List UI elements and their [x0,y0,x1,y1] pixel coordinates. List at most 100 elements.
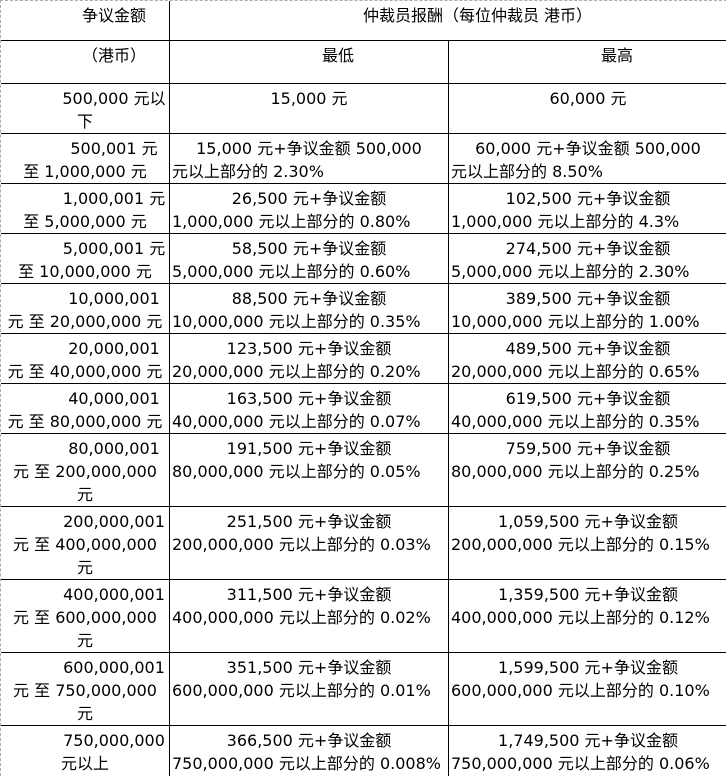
cell-line: 102,500 元+争议金额 [505,189,671,208]
cell-line: 1,000,001 元 [62,189,166,208]
cell-line: 500,000 元以 [62,89,166,108]
cell-line: 1,000,000 元以上部分的 4.3% [451,212,680,231]
table-row: 40,000,001 元 至 80,000,000 元 163,500 元+争议… [1,384,726,434]
cell-line: 1,749,500 元+争议金额 [498,731,678,750]
cell-line: 600,000,001 [63,658,165,677]
table-row: 20,000,001 元 至 40,000,000 元 123,500 元+争议… [1,334,726,384]
min-fee-cell: 15,000 元 [170,84,449,134]
dispute-amount-cell: 200,000,001 元 至 400,000,000 元 [1,507,170,580]
max-fee-cell: 102,500 元+争议金额 1,000,000 元以上部分的 4.3% [449,184,726,234]
cell-line: 251,500 元+争议金额 [226,512,392,531]
header-max-label: 最高 [600,46,633,65]
cell-line: 至 10,000,000 元 [18,262,152,281]
max-fee-cell: 1,749,500 元+争议金额 750,000,000 元以上部分的 0.06… [449,726,726,776]
dispute-amount-cell: 400,000,001 元 至 600,000,000 元 [1,580,170,653]
cell-line: 600,000,000 元以上部分的 0.10% [451,681,710,700]
min-fee-cell: 88,500 元+争议金额 10,000,000 元以上部分的 0.35% [170,284,449,334]
dispute-amount-cell: 750,000,000 元以上 [1,726,170,776]
min-fee-cell: 251,500 元+争议金额 200,000,000 元以上部分的 0.03% [170,507,449,580]
min-fee-cell: 58,500 元+争议金额 5,000,000 元以上部分的 0.60% [170,234,449,284]
min-fee-cell: 26,500 元+争议金额 1,000,000 元以上部分的 0.80% [170,184,449,234]
max-fee-cell: 1,359,500 元+争议金额 400,000,000 元以上部分的 0.12… [449,580,726,653]
cell-line: 366,500 元+争议金额 [226,731,392,750]
min-fee-cell: 191,500 元+争议金额 80,000,000 元以上部分的 0.05% [170,434,449,507]
cell-line: 1,599,500 元+争议金额 [498,658,678,677]
cell-line: 元 至 20,000,000 元 [7,312,163,331]
cell-line: 750,000,000 [63,731,165,750]
table-row: 500,001 元 至 1,000,000 元 15,000 元+争议金额 50… [1,134,726,184]
cell-line: 200,000,001 [63,512,165,531]
table-row: 5,000,001 元 至 10,000,000 元 58,500 元+争议金额… [1,234,726,284]
cell-line: 40,000,001 [68,389,160,408]
cell-line: 15,000 元+争议金额 500,000 [196,139,422,158]
cell-line: 389,500 元+争议金额 [505,289,671,308]
cell-line: 至 5,000,000 元 [23,212,147,231]
header-row-2: （港币） 最低 最高 [1,41,726,84]
max-fee-cell: 619,500 元+争议金额 40,000,000 元以上部分的 0.35% [449,384,726,434]
header-dispute-amount: 争议金额 [1,1,170,41]
cell-line: 下 [76,112,93,131]
cell-line: 88,500 元+争议金额 [231,289,387,308]
cell-line: 750,000,000 元以上部分的 0.06% [451,754,710,773]
table-row: 80,000,001 元 至 200,000,000 元 191,500 元+争… [1,434,726,507]
cell-line: 80,000,000 元以上部分的 0.25% [451,462,700,481]
header-max: 最高 [449,41,726,84]
cell-line: 元 [76,558,93,577]
header-dispute-amount-label: 争议金额 [81,6,146,25]
cell-line: 191,500 元+争议金额 [226,439,392,458]
cell-line: 489,500 元+争议金额 [505,339,671,358]
cell-line: 元 至 600,000,000 [13,608,157,627]
cell-line: 10,000,000 元以上部分的 1.00% [451,312,700,331]
cell-line: 60,000 元+争议金额 500,000 [475,139,701,158]
cell-line: 1,359,500 元+争议金额 [498,585,678,604]
cell-line: 80,000,001 [68,439,160,458]
max-fee-cell: 60,000 元 [449,84,726,134]
table-row: 1,000,001 元 至 5,000,000 元 26,500 元+争议金额 … [1,184,726,234]
cell-line: 元 至 200,000,000 [13,462,157,481]
cell-line: 311,500 元+争议金额 [226,585,392,604]
dispute-amount-cell: 20,000,001 元 至 40,000,000 元 [1,334,170,384]
max-fee-cell: 274,500 元+争议金额 5,000,000 元以上部分的 2.30% [449,234,726,284]
cell-line: 400,000,001 [63,585,165,604]
cell-line: 元 至 40,000,000 元 [7,362,163,381]
dispute-amount-cell: 600,000,001 元 至 750,000,000 元 [1,653,170,726]
cell-line: 10,000,000 元以上部分的 0.35% [172,312,421,331]
cell-line: 400,000,000 元以上部分的 0.02% [172,608,431,627]
max-fee-cell: 1,599,500 元+争议金额 600,000,000 元以上部分的 0.10… [449,653,726,726]
cell-line: 58,500 元+争议金额 [231,239,387,258]
header-row-1: 争议金额 仲裁员报酬（每位仲裁员 港币） [1,1,726,41]
cell-line: 80,000,000 元以上部分的 0.05% [172,462,421,481]
cell-line: 40,000,000 元以上部分的 0.35% [451,412,700,431]
dispute-amount-cell: 10,000,001 元 至 20,000,000 元 [1,284,170,334]
cell-line: 26,500 元+争议金额 [231,189,387,208]
cell-line: 元 [76,704,93,723]
dispute-amount-cell: 80,000,001 元 至 200,000,000 元 [1,434,170,507]
min-fee-cell: 123,500 元+争议金额 20,000,000 元以上部分的 0.20% [170,334,449,384]
cell-line: 元 [76,485,93,504]
cell-line: 400,000,000 元以上部分的 0.12% [451,608,710,627]
cell-line: 元 [76,631,93,650]
dispute-amount-cell: 500,000 元以 下 [1,84,170,134]
cell-line: 元 至 80,000,000 元 [7,412,163,431]
cell-line: 750,000,000 元以上部分的 0.008% [172,754,441,773]
max-fee-cell: 1,059,500 元+争议金额 200,000,000 元以上部分的 0.15… [449,507,726,580]
header-currency-note: （港币） [1,41,170,84]
cell-line: 123,500 元+争议金额 [226,339,392,358]
cell-line: 500,001 元 [70,139,158,158]
cell-line: 1,059,500 元+争议金额 [498,512,678,531]
table-header: 争议金额 仲裁员报酬（每位仲裁员 港币） （港币） 最低 最高 [1,1,726,84]
cell-line: 163,500 元+争议金额 [226,389,392,408]
table-row: 600,000,001 元 至 750,000,000 元 351,500 元+… [1,653,726,726]
cell-line: 351,500 元+争议金额 [226,658,392,677]
max-fee-cell: 60,000 元+争议金额 500,000 元以上部分的 8.50% [449,134,726,184]
table-row: 10,000,001 元 至 20,000,000 元 88,500 元+争议金… [1,284,726,334]
dispute-amount-cell: 40,000,001 元 至 80,000,000 元 [1,384,170,434]
min-fee-cell: 351,500 元+争议金额 600,000,000 元以上部分的 0.01% [170,653,449,726]
cell-line: 元 至 400,000,000 [13,535,157,554]
cell-line: 元以上 [60,754,109,773]
dispute-amount-cell: 500,001 元 至 1,000,000 元 [1,134,170,184]
cell-line: 至 1,000,000 元 [23,162,147,181]
dispute-amount-cell: 5,000,001 元 至 10,000,000 元 [1,234,170,284]
cell-line: 60,000 元 [549,89,627,108]
header-arbitrator-fee: 仲裁员报酬（每位仲裁员 港币） [170,1,726,41]
